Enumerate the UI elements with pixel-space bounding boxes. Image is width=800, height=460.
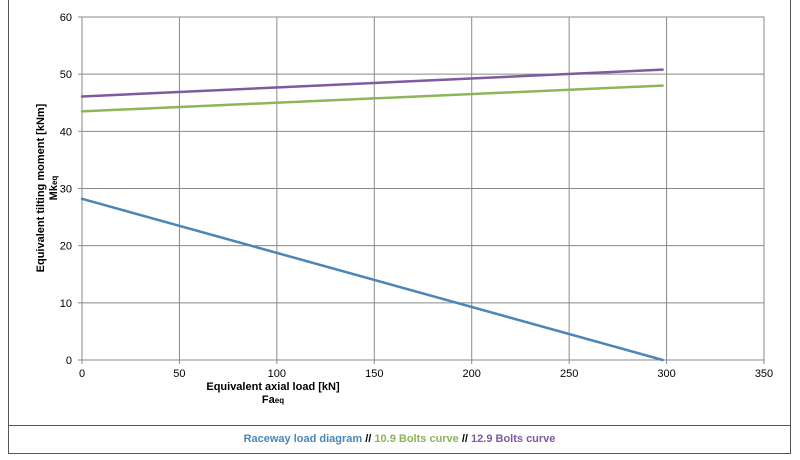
legend-separator: // (461, 433, 468, 445)
axes (78, 16, 765, 364)
legend: Raceway load diagram // 10.9 Bolts curve… (8, 426, 791, 454)
plot-area-border (81, 16, 765, 361)
y-tick-label: 60 (60, 12, 72, 24)
tick-labels: 0 50 100 150 200 250 300 350 0 10 20 30 40 50 60 (60, 12, 773, 380)
legend-separator: // (365, 433, 372, 445)
chart: 0 50 100 150 200 250 300 350 0 10 20 30 40 50 60 Equiv… (35, 12, 773, 406)
x-tick-label: 200 (463, 368, 481, 380)
x-tick-label: 350 (755, 368, 773, 380)
x-axis-symbol: Faeq (262, 394, 284, 406)
y-axis-title: Equivalent tilting moment [kNm] (35, 103, 47, 272)
x-tick-label: 150 (365, 368, 383, 380)
x-tick-label: 250 (560, 368, 578, 380)
y-axis-symbol: Mkeq (48, 176, 60, 201)
x-tick-label: 300 (657, 368, 675, 380)
y-tick-label: 30 (60, 184, 72, 196)
y-tick-label: 40 (60, 126, 72, 138)
x-axis-title: Equivalent axial load [kN] (206, 381, 340, 393)
y-tick-label: 50 (60, 69, 72, 81)
x-tick-label: 100 (268, 368, 286, 380)
series-line-raceway (80, 197, 664, 362)
x-tick-label: 50 (173, 368, 185, 380)
chart-frame (8, 0, 791, 426)
series-line-12-9-bolts (80, 68, 664, 98)
y-tick-label: 20 (60, 241, 72, 253)
series (80, 68, 664, 362)
y-tick-label: 0 (66, 355, 72, 367)
legend-item-10-9-bolts: 10.9 Bolts curve (374, 433, 459, 445)
legend-item-raceway: Raceway load diagram (243, 433, 363, 445)
series-line-10-9-bolts (80, 84, 664, 113)
x-tick-label: 0 (79, 368, 85, 380)
y-tick-label: 10 (60, 298, 72, 310)
legend-item-12-9-bolts: 12.9 Bolts curve (471, 433, 556, 445)
